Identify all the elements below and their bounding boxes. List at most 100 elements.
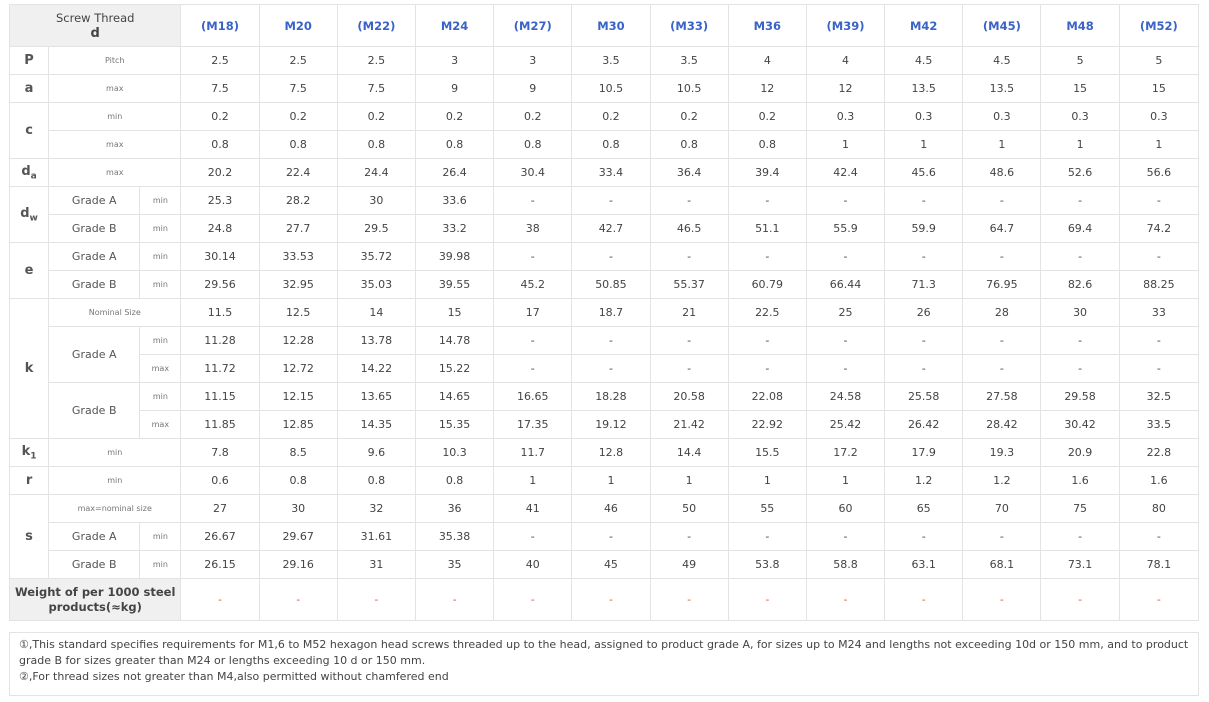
- value-cell: 58.8: [805, 550, 886, 579]
- value-cell: -: [571, 186, 651, 215]
- table-row: a max 7.5 7.5 7.5 9 9 10.5 10.5 12 12 13.5 13.5 15 15: [8, 74, 1200, 103]
- table-row: max 11.72 12.72 14.22 15.22- - - - - - - - -: [10, 354, 1200, 383]
- row-label: min: [139, 550, 182, 579]
- value-cell: 42.7: [571, 214, 651, 243]
- value-cell: 26.67: [180, 522, 260, 551]
- value-cell: 18.7: [571, 298, 651, 327]
- value-cell: 29.58: [1040, 382, 1120, 411]
- value-cell: 30: [258, 494, 338, 523]
- table-row: s max=nominal size 27 30 32 36 41 46 50 55 60 65 70 7…: [8, 494, 1200, 579]
- value-cell: 25: [805, 298, 886, 327]
- value-cell: 45.2: [493, 270, 573, 299]
- value-cell: 13.78: [336, 326, 416, 355]
- value-cell: -: [493, 326, 573, 355]
- value-cell: 27.7: [258, 214, 338, 243]
- value-cell: 33.2: [414, 214, 495, 243]
- value-cell: -: [727, 242, 807, 271]
- thread-size-header: M24: [414, 4, 495, 47]
- value-cell: 1: [805, 466, 886, 495]
- value-cell: 74.2: [1118, 214, 1200, 243]
- value-cell: 3: [414, 46, 495, 75]
- value-cell: 17.2: [805, 438, 886, 467]
- value-cell: 0.2: [493, 102, 573, 131]
- value-cell: 78.1: [1118, 550, 1200, 579]
- value-cell: 1: [1118, 130, 1200, 159]
- value-cell: 2.5: [258, 46, 338, 75]
- symbol-cell: P: [8, 46, 50, 75]
- value-cell: 26.15: [180, 550, 260, 579]
- value-cell: 0.8: [336, 466, 416, 495]
- thread-size-header: (M52): [1118, 4, 1200, 47]
- value-cell: 60: [805, 494, 886, 523]
- grade-label: Grade A: [48, 326, 141, 383]
- value-cell: -: [962, 354, 1042, 383]
- value-cell: 88.25: [1118, 270, 1200, 299]
- value-cell: 5: [1118, 46, 1200, 75]
- corner-symbol: d: [90, 25, 100, 41]
- value-cell: 28.2: [258, 186, 338, 215]
- value-cell: -: [884, 522, 964, 551]
- row-label: min: [139, 326, 182, 355]
- row-label: Nominal Size: [48, 298, 182, 327]
- value-cell: 63.1: [884, 550, 964, 579]
- symbol-letter: d: [21, 163, 31, 179]
- value-cell: 32.5: [1118, 382, 1200, 411]
- value-cell: 1: [727, 466, 807, 495]
- value-cell: 19.12: [571, 410, 651, 439]
- value-cell: -: [1040, 242, 1120, 271]
- symbol-letter: e: [24, 263, 34, 278]
- value-cell: 11.5: [180, 298, 260, 327]
- value-cell: -: [571, 522, 651, 551]
- value-cell: 0.2: [571, 102, 651, 131]
- value-cell: 14: [336, 298, 416, 327]
- value-cell: 20.9: [1040, 438, 1120, 467]
- value-cell: 51.1: [727, 214, 807, 243]
- value-cell: 12.72: [258, 354, 338, 383]
- value-cell: 66.44: [805, 270, 886, 299]
- value-cell: -: [649, 522, 729, 551]
- value-cell: -: [884, 326, 964, 355]
- weight-value: -: [571, 578, 651, 621]
- value-cell: 35: [414, 550, 495, 579]
- row-label: max: [48, 130, 182, 159]
- value-cell: 24.8: [180, 214, 260, 243]
- grade-label: Grade B: [48, 382, 141, 439]
- value-cell: 33: [1118, 298, 1200, 327]
- weight-value: -: [884, 578, 964, 621]
- symbol-letter: r: [25, 473, 33, 488]
- value-cell: 33.53: [258, 242, 338, 271]
- table-row: da max 20.2 22.4 24.4 26.4 30.4 33.4 36.4 39.4 42.…: [8, 158, 1200, 187]
- value-cell: 9: [493, 74, 573, 103]
- value-cell: 15: [414, 298, 495, 327]
- symbol-letter: s: [25, 529, 33, 544]
- value-cell: -: [493, 186, 573, 215]
- value-cell: 29.67: [258, 522, 338, 551]
- value-cell: 35.38: [414, 522, 495, 551]
- value-cell: 17: [493, 298, 573, 327]
- value-cell: 32.95: [258, 270, 338, 299]
- value-cell: -: [805, 186, 886, 215]
- value-cell: -: [805, 326, 886, 355]
- value-cell: 29.16: [258, 550, 338, 579]
- value-cell: 4.5: [884, 46, 964, 75]
- weight-value: -: [258, 578, 338, 621]
- value-cell: 55.9: [805, 214, 886, 243]
- value-cell: 10.3: [414, 438, 495, 467]
- table-row: max 11.85 12.85 14.35 15.35 17.35 19.12 21.42 22…: [10, 410, 1200, 439]
- value-cell: 36: [414, 494, 495, 523]
- symbol-cell: r: [8, 466, 50, 495]
- weight-value: -: [1118, 578, 1200, 621]
- value-cell: 11.28: [180, 326, 260, 355]
- value-cell: 13.5: [962, 74, 1042, 103]
- value-cell: 26.4: [414, 158, 495, 187]
- value-cell: 29.56: [180, 270, 260, 299]
- weight-value: -: [336, 578, 416, 621]
- symbol-cell: k: [8, 298, 50, 439]
- thread-size-header: (M27): [493, 4, 573, 47]
- row-label: min: [139, 270, 182, 299]
- table-row: k Nominal Size 11.5 12.5 14 15 17 18.7 21 22.5 25 2…: [8, 298, 1200, 439]
- value-cell: -: [805, 242, 886, 271]
- value-cell: -: [1118, 242, 1200, 271]
